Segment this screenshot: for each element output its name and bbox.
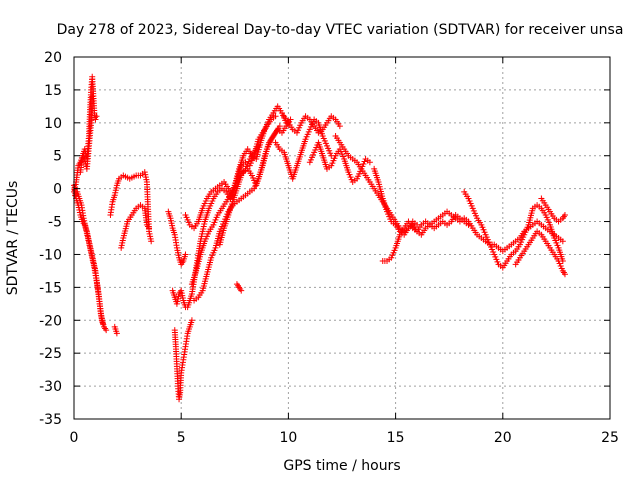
- series-track-19: [306, 139, 373, 186]
- y-tick-label: 15: [44, 83, 62, 99]
- data-point: [148, 238, 155, 245]
- series-track-5: [111, 323, 120, 337]
- series-track-8: [165, 208, 189, 268]
- series-track-17: [272, 116, 335, 182]
- series-track-14: [191, 123, 283, 304]
- series-track-24: [465, 218, 566, 255]
- x-tick-labels: 0 5 10 15 20 25: [70, 430, 619, 446]
- y-tick-label: -5: [48, 215, 62, 231]
- x-tick-label: 0: [70, 430, 79, 446]
- series-track-12: [182, 113, 279, 232]
- data-point: [336, 123, 343, 130]
- y-tick-label: 5: [53, 149, 62, 165]
- data-point: [561, 271, 568, 278]
- series-track-18: [281, 113, 343, 136]
- data-point: [559, 238, 566, 245]
- data-point: [182, 251, 189, 258]
- data-point: [238, 287, 245, 294]
- y-tick-label: -15: [39, 280, 62, 296]
- y-tick-label: -10: [39, 247, 62, 263]
- series-track-15: [216, 142, 262, 248]
- x-tick-label: 5: [177, 430, 186, 446]
- y-tick-label: 20: [44, 50, 62, 66]
- series-track-2: [72, 188, 106, 327]
- grid: [74, 57, 610, 419]
- y-tick-label: -35: [39, 412, 62, 428]
- y-tick-label: -20: [39, 313, 62, 329]
- data-point: [188, 317, 195, 324]
- data-point: [287, 116, 294, 123]
- series-track-10: [169, 287, 189, 311]
- x-tick-label: 20: [494, 430, 512, 446]
- data-point: [92, 116, 99, 123]
- series-track-6: [107, 169, 155, 245]
- data-point: [146, 225, 153, 232]
- series-track-3: [71, 73, 100, 195]
- x-tick-label: 10: [279, 430, 297, 446]
- x-axis-label: GPS time / hours: [283, 458, 400, 474]
- plot-frame: [73, 56, 611, 420]
- series-track-23: [461, 188, 566, 271]
- data-point: [255, 142, 262, 149]
- data-point: [93, 113, 100, 120]
- y-tick-labels: 20 15 10 5 0 -5 -10 -15 -20 -25 -30 -35: [39, 50, 62, 428]
- data-point: [99, 320, 106, 327]
- data-point: [89, 93, 96, 100]
- x-tick-label: 25: [601, 430, 619, 446]
- series-track-26: [538, 195, 568, 225]
- y-tick-label: 10: [44, 116, 62, 132]
- data-points: [71, 73, 568, 403]
- data-point: [366, 159, 373, 166]
- data-point: [276, 123, 283, 130]
- series-track-25: [512, 228, 568, 278]
- y-tick-label: 0: [53, 182, 62, 198]
- series-track-16: [233, 281, 245, 294]
- series-track-20: [332, 132, 421, 235]
- data-point: [103, 327, 110, 334]
- y-tick-label: -25: [39, 346, 62, 362]
- x-tick-label: 15: [387, 430, 405, 446]
- data-point: [113, 330, 120, 337]
- series-track-9: [171, 317, 195, 403]
- axis-ticks: [73, 56, 611, 420]
- series-track-22: [379, 211, 472, 265]
- y-axis-label: SDTVAR / TECUs: [5, 181, 21, 296]
- y-tick-label: -30: [39, 379, 62, 395]
- series-track-7: [118, 202, 153, 251]
- data-point: [561, 211, 568, 218]
- series-track-4: [77, 93, 96, 176]
- chart-title: Day 278 of 2023, Sidereal Day-to-day VTE…: [57, 22, 624, 38]
- data-point: [272, 113, 279, 120]
